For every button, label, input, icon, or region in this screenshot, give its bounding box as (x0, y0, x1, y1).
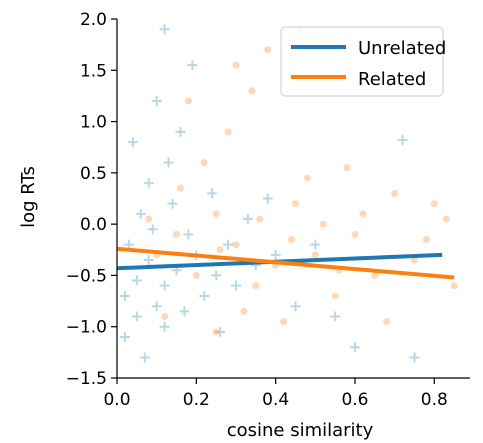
scatter-point-unrelated (159, 321, 170, 332)
scatter-point-related (264, 46, 272, 54)
scatter-point-unrelated (143, 178, 154, 189)
scatter-point-related (410, 256, 418, 264)
scatter-point-unrelated (207, 188, 218, 199)
y-tick-label: 0.0 (80, 215, 107, 235)
y-tick-label: −1.5 (66, 369, 107, 389)
scatter-point-related (291, 200, 299, 208)
x-tick-label: 0.2 (183, 390, 210, 410)
x-tick-label: 0.0 (103, 390, 130, 410)
scatter-point-related (359, 210, 367, 218)
scatter-point-unrelated (119, 331, 130, 342)
x-tick-label: 0.6 (341, 390, 368, 410)
scatter-point-unrelated (397, 135, 408, 146)
legend: Unrelated Related (280, 26, 446, 97)
scatter-point-related (161, 312, 169, 320)
scatter-point-related (256, 215, 264, 223)
scatter-point-related (391, 189, 399, 197)
scatter-point-unrelated (183, 229, 194, 240)
scatter-point-unrelated (175, 126, 186, 137)
legend-label-unrelated: Unrelated (358, 38, 446, 59)
legend-label-related: Related (358, 69, 426, 90)
scatter-point-related (212, 328, 220, 336)
scatter-point-related (252, 282, 260, 290)
scatter-point-related (232, 61, 240, 69)
scatter-point-related (232, 241, 240, 249)
scatter-point-unrelated (179, 306, 190, 317)
y-axis-label: log RTs (18, 166, 39, 228)
scatter-point-related (172, 230, 180, 238)
scatter-point-related (430, 200, 438, 208)
scatter-point-related (145, 215, 153, 223)
scatter-point-unrelated (310, 239, 321, 250)
scatter-point-related (200, 159, 208, 167)
scatter-point-related (288, 236, 296, 244)
scatter-points (119, 24, 458, 363)
x-axis-ticks: 0.0 0.2 0.4 0.6 0.8 (103, 378, 448, 410)
x-tick-label: 0.8 (421, 390, 448, 410)
scatter-point-unrelated (330, 311, 341, 322)
scatter-point-related (343, 164, 351, 172)
scatter-point-related (216, 246, 224, 254)
scatter-point-unrelated (151, 301, 162, 312)
scatter-point-unrelated (211, 270, 222, 281)
y-tick-label: −0.5 (66, 266, 107, 286)
scatter-point-related (248, 87, 256, 95)
scatter-point-unrelated (131, 275, 142, 286)
scatter-point-unrelated (215, 326, 226, 337)
scatter-point-related (192, 271, 200, 279)
scatter-point-unrelated (127, 137, 138, 148)
scatter-point-related (224, 128, 232, 136)
y-tick-label: 1.5 (80, 61, 107, 81)
scatter-point-unrelated (290, 301, 301, 312)
scatter-point-unrelated (143, 255, 154, 266)
scatter-point-unrelated (242, 214, 253, 225)
scatter-point-unrelated (131, 311, 142, 322)
y-tick-label: 0.5 (80, 164, 107, 184)
scatter-point-related (371, 271, 379, 279)
scatter-point-related (331, 292, 339, 300)
scatter-point-related (184, 97, 192, 105)
scatter-point-related (240, 307, 248, 315)
scatter-point-related (319, 220, 327, 228)
scatter-point-related (351, 230, 359, 238)
scatter-point-unrelated (159, 280, 170, 291)
x-axis-label: cosine similarity (227, 420, 374, 441)
scatter-point-unrelated (159, 24, 170, 35)
scatter-point-unrelated (199, 290, 210, 301)
scatter-point-related (422, 236, 430, 244)
scatter-point-related (303, 174, 311, 182)
scatter-point-unrelated (187, 60, 198, 71)
scatter-point-unrelated (139, 352, 150, 363)
x-tick-label: 0.4 (262, 390, 289, 410)
scatter-point-unrelated (270, 249, 281, 260)
regression-lines (116, 246, 455, 280)
scatter-point-unrelated (151, 96, 162, 107)
scatter-point-unrelated (349, 342, 360, 353)
scatter-point-related (311, 251, 319, 259)
scatter-point-unrelated (119, 290, 130, 301)
scatter-point-unrelated (163, 157, 174, 168)
scatter-point-related (176, 184, 184, 192)
scatter-point-related (450, 282, 458, 290)
y-tick-label: 1.0 (80, 113, 107, 133)
scatter-point-unrelated (230, 280, 241, 291)
scatter-point-unrelated (135, 208, 146, 219)
fit-line-related (116, 246, 455, 280)
scatter-point-related (383, 318, 391, 326)
scatter-point-unrelated (262, 193, 273, 204)
scatter-point-unrelated (167, 198, 178, 209)
scatter-point-related (212, 210, 220, 218)
y-axis-ticks: −1.5 −1.0 −0.5 0.0 0.5 1.0 1.5 2.0 (66, 10, 117, 389)
y-tick-label: 2.0 (80, 10, 107, 30)
scatter-point-unrelated (409, 352, 420, 363)
scatter-point-related (280, 318, 288, 326)
y-tick-label: −1.0 (66, 318, 107, 338)
scatter-point-related (442, 215, 450, 223)
scatter-point-unrelated (223, 239, 234, 250)
scatter-point-unrelated (147, 224, 158, 235)
